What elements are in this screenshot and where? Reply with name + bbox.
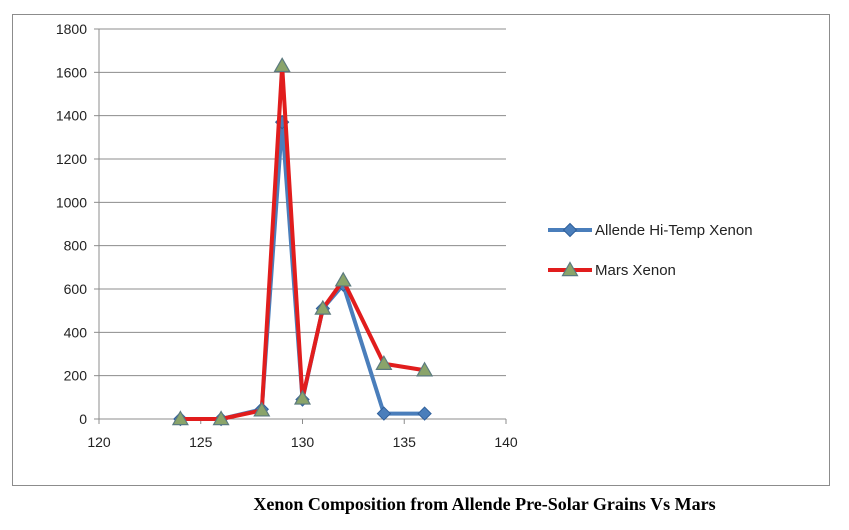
gridlines (99, 28, 506, 377)
legend-marker-2 (561, 261, 579, 277)
series-2-point-5 (314, 299, 332, 315)
series-1-point-8 (417, 406, 432, 421)
axes (94, 28, 507, 424)
x-tick-label-135: 135 (393, 434, 417, 450)
figure-caption: Xenon Composition from Allende Pre-Solar… (253, 494, 716, 514)
series-2-point-7 (375, 355, 393, 370)
y-tick-label-1000: 1000 (56, 194, 87, 210)
x-tick-label-120: 120 (87, 434, 111, 450)
legend-entry-1: Allende Hi-Temp Xenon (548, 222, 753, 239)
x-tick-label-130: 130 (291, 434, 315, 450)
chart-frame: 0 200 400 600 800 1000 1200 1400 1600 1800 120 125 1… (12, 14, 830, 486)
series-2-point-3 (273, 57, 291, 73)
legend-label-2: Mars Xenon (595, 262, 676, 279)
y-tick-label-1600: 1600 (56, 64, 87, 80)
series-1-point-7 (376, 406, 392, 421)
y-tick-label-1400: 1400 (56, 108, 87, 124)
legend: Allende Hi-Temp Xenon Mars Xenon (548, 222, 753, 279)
data-series (171, 57, 434, 427)
y-tick-label-400: 400 (64, 324, 88, 340)
series-2-point-1 (212, 410, 230, 426)
y-tick-label-200: 200 (64, 368, 88, 384)
series-2-point-0 (171, 410, 189, 426)
series-2 (171, 57, 434, 426)
series-2-point-6 (334, 271, 352, 287)
y-tick-label-1800: 1800 (56, 21, 87, 37)
y-tick-label-0: 0 (79, 411, 87, 427)
y-tick-label-800: 800 (64, 238, 88, 254)
y-tick-label-600: 600 (64, 281, 88, 297)
series-2-point-2 (253, 401, 271, 417)
tick-labels: 0 200 400 600 800 1000 1200 1400 1600 1800 120 125 1… (56, 21, 518, 450)
series-2-point-8 (416, 361, 434, 377)
y-tick-label-1200: 1200 (56, 151, 87, 167)
x-tick-label-140: 140 (494, 434, 518, 450)
legend-marker-1 (562, 222, 578, 238)
legend-entry-2: Mars Xenon (548, 261, 676, 279)
series-2-point-4 (293, 389, 312, 405)
x-tick-label-125: 125 (189, 434, 213, 450)
line-chart: 0 200 400 600 800 1000 1200 1400 1600 1800 120 125 1… (56, 21, 753, 450)
legend-label-1: Allende Hi-Temp Xenon (595, 222, 753, 239)
